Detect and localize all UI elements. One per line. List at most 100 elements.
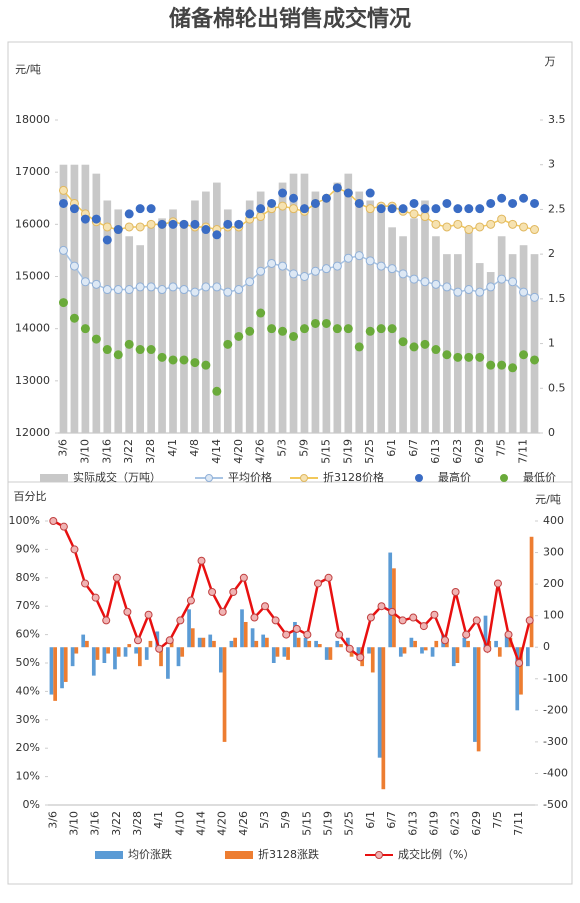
marker: [388, 607, 397, 616]
marker: [398, 337, 408, 347]
y2-axis-label: 万: [545, 55, 556, 68]
marker: [525, 616, 534, 625]
bar: [187, 609, 191, 648]
bar: [127, 644, 132, 648]
marker: [261, 602, 270, 611]
marker: [387, 264, 397, 274]
bar: [106, 647, 110, 654]
marker: [146, 219, 156, 229]
marker: [70, 545, 79, 554]
marker: [102, 235, 112, 245]
bar: [402, 647, 407, 654]
bar: [229, 640, 234, 648]
marker: [475, 287, 485, 297]
legend-marker: [205, 474, 213, 482]
marker: [245, 209, 255, 219]
x-tick-label: 6/7: [385, 811, 398, 829]
y-tick-label: 80%: [16, 571, 40, 584]
y2-tick-label: 300: [543, 546, 564, 559]
bar: [169, 640, 174, 648]
marker: [157, 285, 167, 295]
marker: [310, 318, 320, 328]
marker: [69, 261, 79, 271]
y-tick-label: 30%: [16, 713, 40, 726]
y2-axis-label: 元/吨: [535, 493, 561, 506]
marker: [530, 292, 540, 302]
legend-marker: [500, 474, 508, 482]
x-tick-label: 3/16: [89, 811, 102, 836]
x-tick-label: 5/9: [279, 811, 292, 829]
marker: [420, 212, 430, 222]
marker: [321, 264, 331, 274]
marker: [420, 277, 430, 287]
x-tick-label: 4/20: [216, 811, 229, 836]
marker: [223, 339, 233, 349]
marker: [431, 204, 441, 214]
bar: [134, 647, 138, 654]
marker: [321, 318, 331, 328]
x-tick-label: 4/26: [237, 811, 250, 836]
marker: [197, 556, 206, 565]
x-tick-label: 6/1: [364, 811, 377, 829]
legend-label: 均价涨跌: [128, 847, 172, 861]
y-tick-label: 15000: [15, 270, 50, 283]
x-tick-label: 7/5: [491, 811, 504, 829]
marker: [519, 287, 529, 297]
marker: [475, 222, 485, 232]
marker: [332, 183, 342, 193]
marker: [201, 360, 211, 370]
marker: [133, 636, 142, 645]
bar: [144, 647, 149, 660]
bar: [254, 640, 259, 648]
y2-tick-label: -100: [543, 672, 568, 685]
bar: [147, 227, 155, 433]
bar: [314, 640, 318, 648]
bar: [289, 173, 298, 433]
y-tick-label: 0%: [23, 798, 40, 811]
x-tick-label: 7/11: [512, 811, 525, 836]
marker: [354, 342, 364, 352]
legend-swatch: [95, 851, 123, 859]
bar: [102, 647, 107, 663]
bar: [125, 236, 134, 433]
bar: [339, 644, 343, 648]
marker: [519, 350, 529, 360]
marker: [508, 277, 518, 287]
marker: [430, 610, 439, 619]
bar: [370, 647, 375, 673]
marker: [208, 588, 217, 596]
marker: [49, 517, 58, 525]
x-tick-label: 3/22: [122, 439, 135, 464]
marker: [453, 204, 463, 214]
marker: [102, 222, 112, 232]
bar: [81, 634, 86, 648]
bar: [202, 191, 210, 433]
marker: [91, 279, 101, 289]
y-tick-label: 14000: [15, 322, 50, 335]
y2-tick-label: 0: [543, 640, 550, 653]
marker: [135, 282, 145, 292]
marker: [102, 345, 112, 355]
marker: [278, 326, 288, 336]
bar: [413, 640, 417, 648]
bar: [208, 634, 213, 648]
marker: [168, 219, 178, 229]
x-tick-label: 6/13: [406, 811, 419, 836]
marker: [398, 204, 408, 214]
marker: [376, 324, 386, 334]
marker: [282, 630, 291, 639]
bar: [49, 647, 54, 695]
marker: [376, 204, 386, 214]
legend-label: 成交比例（%）: [398, 847, 474, 861]
marker: [398, 616, 407, 625]
y-tick-label: 18000: [15, 113, 50, 126]
marker: [58, 198, 68, 208]
marker: [354, 251, 364, 261]
marker: [234, 219, 244, 229]
marker: [343, 188, 353, 198]
bar: [466, 640, 470, 648]
legend-label: 平均价格: [228, 470, 272, 484]
line: [52, 519, 531, 668]
marker: [124, 222, 134, 232]
marker: [299, 324, 309, 334]
